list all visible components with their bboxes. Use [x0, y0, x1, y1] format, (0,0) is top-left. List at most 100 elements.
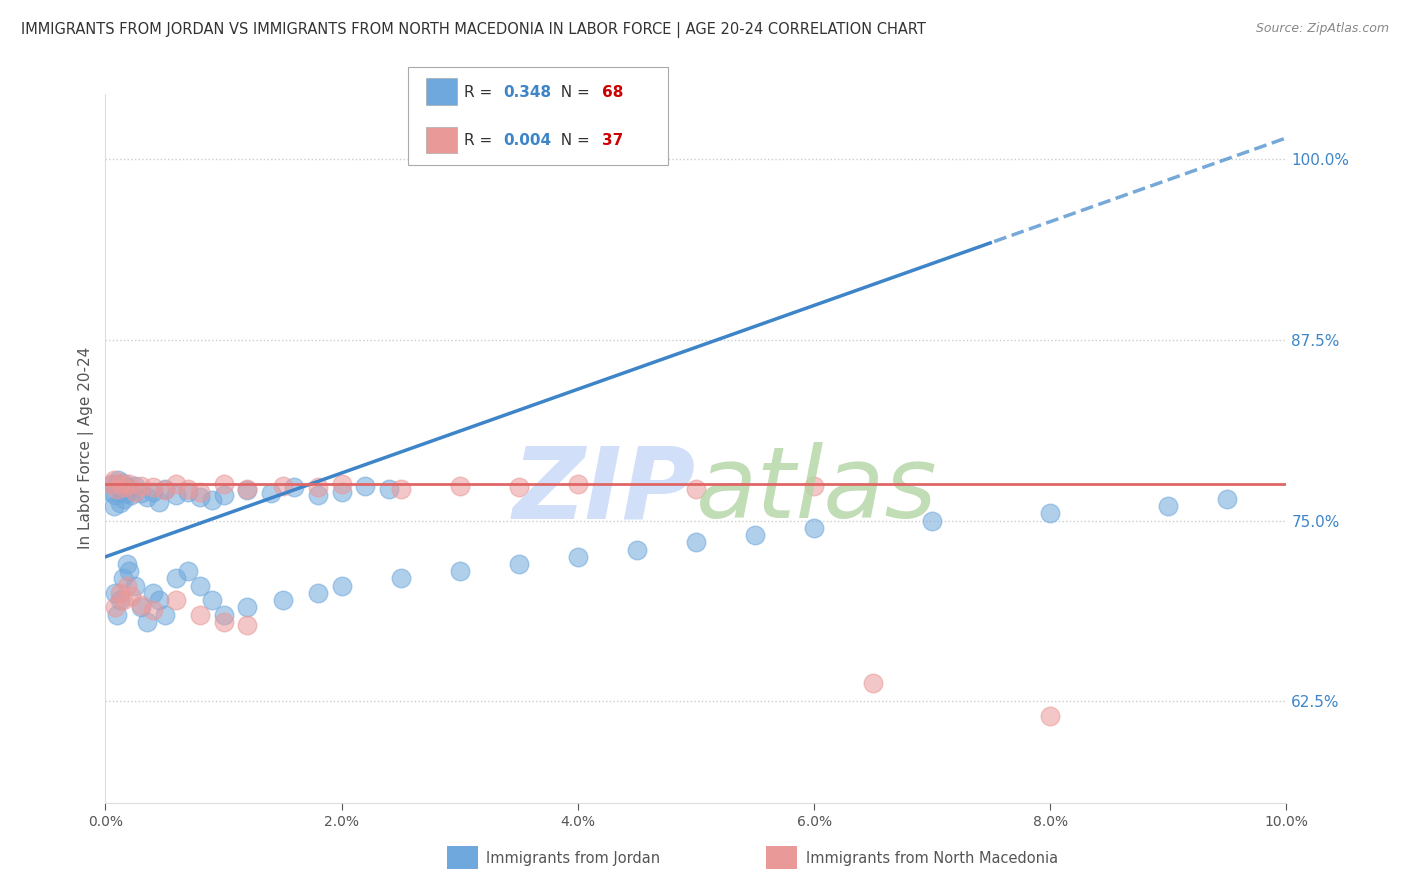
Point: [104, 586, 127, 600]
Text: ZIP: ZIP: [513, 442, 696, 540]
Point: [142, 484, 165, 499]
Point: [508, 480, 530, 494]
Point: [330, 579, 353, 593]
Point: [153, 607, 176, 622]
Point: [111, 482, 134, 496]
Text: Source: ZipAtlas.com: Source: ZipAtlas.com: [1256, 22, 1389, 36]
Point: [104, 487, 127, 501]
Point: [212, 477, 235, 491]
Point: [188, 579, 211, 593]
Point: [112, 572, 135, 586]
Text: N =: N =: [551, 134, 595, 148]
Point: [112, 593, 135, 607]
Point: [118, 477, 141, 491]
Point: [283, 480, 305, 494]
Point: [118, 564, 141, 578]
Text: 68: 68: [602, 85, 623, 100]
Point: [112, 475, 135, 490]
Text: N =: N =: [551, 85, 595, 100]
Point: [105, 477, 128, 491]
Point: [153, 482, 176, 496]
Point: [100, 477, 122, 491]
Text: 0.004: 0.004: [503, 134, 551, 148]
Point: [685, 482, 707, 496]
Point: [626, 542, 648, 557]
Point: [330, 477, 353, 491]
Point: [148, 593, 170, 607]
Point: [120, 487, 142, 501]
Point: [236, 617, 259, 632]
Point: [104, 600, 127, 615]
Point: [212, 607, 235, 622]
Point: [110, 475, 132, 490]
Point: [108, 496, 131, 510]
Point: [124, 579, 146, 593]
Point: [165, 487, 187, 501]
Point: [449, 564, 471, 578]
Point: [236, 482, 259, 496]
Point: [803, 479, 825, 493]
Point: [271, 593, 294, 607]
Point: [307, 487, 329, 501]
Point: [129, 479, 152, 493]
Point: [212, 615, 235, 629]
Point: [307, 480, 329, 494]
Point: [100, 484, 122, 499]
Point: [378, 482, 401, 496]
Point: [135, 491, 157, 505]
Point: [115, 579, 138, 593]
Point: [803, 521, 825, 535]
Text: R =: R =: [464, 134, 498, 148]
Point: [107, 473, 129, 487]
Y-axis label: In Labor Force | Age 20-24: In Labor Force | Age 20-24: [79, 347, 94, 549]
Point: [112, 480, 135, 494]
Point: [120, 589, 142, 603]
Point: [201, 593, 224, 607]
Point: [112, 491, 135, 506]
Point: [1216, 491, 1239, 506]
Point: [103, 473, 125, 487]
Point: [115, 557, 138, 571]
Point: [260, 486, 283, 500]
Point: [124, 479, 146, 493]
Point: [389, 482, 412, 496]
Point: [685, 535, 707, 549]
Point: [1157, 499, 1180, 513]
Point: [744, 528, 766, 542]
Point: [307, 586, 329, 600]
Point: [165, 593, 187, 607]
Text: Immigrants from Jordan: Immigrants from Jordan: [486, 851, 661, 865]
Point: [508, 557, 530, 571]
Point: [236, 483, 259, 498]
Point: [212, 487, 235, 501]
Point: [142, 586, 165, 600]
Text: atlas: atlas: [696, 442, 938, 540]
Text: 37: 37: [602, 134, 623, 148]
Point: [177, 482, 200, 496]
Point: [153, 483, 176, 498]
Point: [105, 479, 128, 493]
Point: [103, 499, 125, 513]
Point: [1039, 709, 1062, 723]
Point: [921, 514, 943, 528]
Point: [188, 484, 211, 499]
Point: [177, 564, 200, 578]
Text: IMMIGRANTS FROM JORDAN VS IMMIGRANTS FROM NORTH MACEDONIA IN LABOR FORCE | AGE 2: IMMIGRANTS FROM JORDAN VS IMMIGRANTS FRO…: [21, 22, 927, 38]
Point: [449, 479, 471, 493]
Point: [142, 480, 165, 494]
Point: [124, 484, 146, 499]
Point: [101, 477, 124, 491]
Point: [118, 483, 141, 498]
Point: [148, 495, 170, 509]
Point: [201, 493, 224, 508]
Point: [129, 598, 152, 612]
Point: [110, 484, 132, 499]
Point: [165, 572, 187, 586]
Point: [188, 607, 211, 622]
Point: [354, 479, 377, 493]
Point: [105, 607, 128, 622]
Point: [236, 600, 259, 615]
Point: [129, 486, 152, 500]
Point: [567, 477, 589, 491]
Point: [105, 482, 128, 496]
